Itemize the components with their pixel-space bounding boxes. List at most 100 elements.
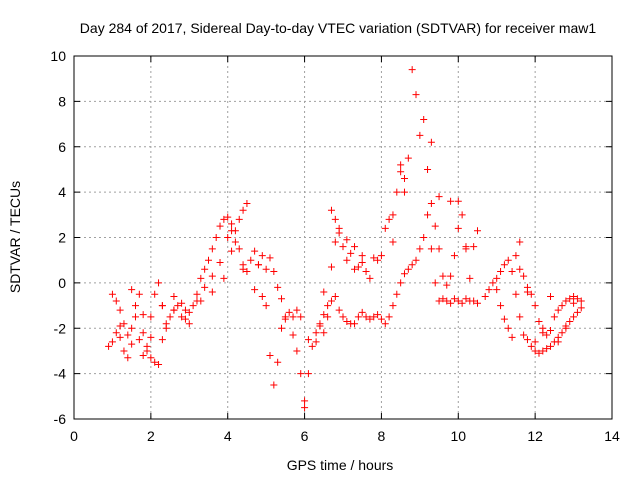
data-point <box>354 263 362 271</box>
data-point <box>320 329 328 337</box>
data-point <box>320 288 328 296</box>
data-point <box>251 247 259 255</box>
data-series-sdtvar <box>105 66 585 412</box>
data-point <box>404 154 412 162</box>
data-point <box>316 322 324 330</box>
chart-title: Day 284 of 2017, Sidereal Day-to-day VTE… <box>80 20 597 36</box>
x-axis-label: GPS time / hours <box>287 457 394 473</box>
data-point <box>435 193 443 201</box>
data-point <box>474 299 481 307</box>
data-point <box>331 238 339 246</box>
data-point <box>366 315 374 323</box>
data-point <box>523 336 531 344</box>
data-point <box>185 320 193 328</box>
data-point <box>377 315 385 323</box>
data-point <box>539 347 547 355</box>
x-tick-label: 2 <box>147 428 155 444</box>
data-point <box>397 279 405 287</box>
data-point <box>393 290 401 298</box>
data-point <box>335 224 343 232</box>
data-point <box>320 311 328 319</box>
data-point <box>454 224 462 232</box>
data-point <box>527 290 535 298</box>
x-tick-label: 10 <box>450 428 466 444</box>
data-point <box>128 324 136 332</box>
data-point <box>220 274 228 282</box>
data-point <box>400 270 408 278</box>
data-point <box>228 227 236 235</box>
data-point <box>254 261 262 269</box>
data-point <box>450 295 458 303</box>
data-point <box>243 268 251 276</box>
data-point <box>201 265 209 273</box>
data-point <box>485 286 493 294</box>
data-point <box>301 397 309 405</box>
data-point <box>120 320 128 328</box>
data-point <box>147 313 155 321</box>
data-point <box>151 290 159 298</box>
data-point <box>201 283 209 291</box>
data-point <box>274 283 282 291</box>
data-point <box>262 265 270 273</box>
data-point <box>131 302 139 310</box>
data-point <box>508 333 516 341</box>
data-point <box>278 295 286 303</box>
data-point <box>516 265 524 273</box>
data-point <box>208 288 216 296</box>
data-point <box>116 306 124 314</box>
data-point <box>197 297 205 305</box>
data-point <box>339 243 347 251</box>
data-point <box>539 329 547 337</box>
data-point <box>366 274 374 282</box>
data-point <box>285 308 293 316</box>
data-point <box>400 188 408 196</box>
data-point <box>108 290 116 298</box>
data-point <box>270 268 278 276</box>
data-point <box>516 313 524 321</box>
data-point <box>497 302 505 310</box>
y-tick-label: 0 <box>58 275 66 291</box>
data-point <box>573 308 581 316</box>
data-point <box>535 317 543 325</box>
data-point <box>155 279 163 287</box>
data-point <box>520 331 528 339</box>
data-point <box>181 315 189 323</box>
data-point <box>181 306 189 314</box>
data-point <box>312 338 320 346</box>
data-point <box>331 215 339 223</box>
x-tick-label: 14 <box>604 428 620 444</box>
data-point <box>466 274 474 282</box>
x-axis-ticks: 0 2 4 6 8 10 12 14 <box>70 56 620 444</box>
data-point <box>558 302 566 310</box>
data-point <box>435 245 443 253</box>
data-point <box>178 313 186 321</box>
data-point <box>558 329 566 337</box>
data-point <box>516 238 524 246</box>
data-point <box>408 261 416 269</box>
data-point <box>231 238 239 246</box>
data-point <box>543 331 551 339</box>
data-point <box>577 297 585 305</box>
data-point <box>197 274 205 282</box>
data-point <box>577 304 585 312</box>
data-point <box>281 315 289 323</box>
data-point <box>235 245 243 253</box>
data-point <box>370 254 378 262</box>
data-point <box>166 313 174 321</box>
data-point <box>570 292 578 300</box>
data-point <box>427 199 435 207</box>
data-point <box>278 324 286 332</box>
data-point <box>439 272 447 280</box>
data-point <box>450 252 458 260</box>
data-point <box>108 338 116 346</box>
data-point <box>497 268 505 276</box>
data-point <box>205 256 212 264</box>
data-point <box>358 252 366 260</box>
data-point <box>573 295 581 303</box>
data-point <box>504 324 512 332</box>
data-point <box>293 347 301 355</box>
data-point <box>143 342 151 350</box>
data-point <box>331 292 339 300</box>
data-point <box>170 292 178 300</box>
data-point <box>139 329 147 337</box>
